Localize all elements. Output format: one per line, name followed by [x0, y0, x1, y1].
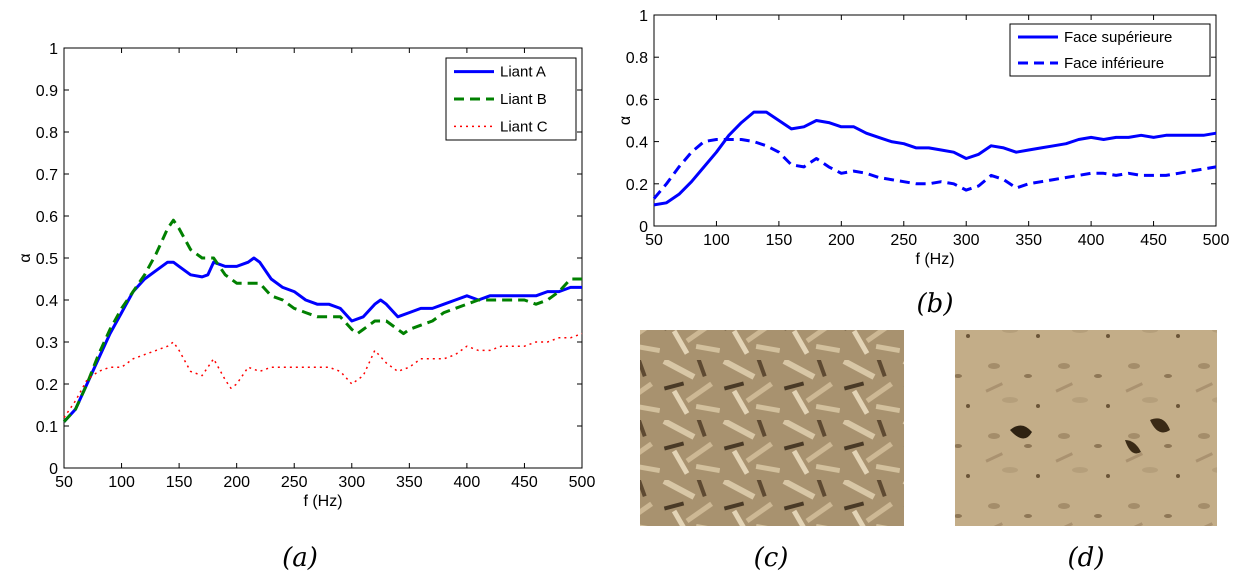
y-tick-label: 0.4 — [36, 293, 58, 310]
y-tick-label: 0.3 — [36, 335, 58, 352]
x-tick-label: 400 — [1078, 232, 1105, 249]
y-tick-label: 1 — [49, 41, 58, 58]
x-axis-label: f (Hz) — [303, 493, 342, 510]
y-tick-label: 0.9 — [36, 83, 58, 100]
x-tick-label: 50 — [645, 232, 663, 249]
legend-entry: Face supérieure — [1064, 29, 1172, 46]
photo-d: (d) — [955, 330, 1217, 573]
legend-box — [1009, 23, 1211, 77]
x-tick-label: 500 — [569, 474, 596, 491]
pore-mark — [1150, 418, 1170, 433]
pore-mark — [1125, 440, 1141, 454]
y-axis-label: α — [617, 116, 634, 125]
series-line-2 — [652, 138, 1217, 200]
x-axis-label: f (Hz) — [915, 251, 954, 268]
x-tick-label: 50 — [55, 474, 73, 491]
y-axis-label: α — [17, 253, 34, 262]
series-line-3 — [63, 332, 583, 419]
x-tick-label: 150 — [766, 232, 793, 249]
y-tick-label: 0 — [639, 219, 648, 236]
panel-label: (a) — [282, 543, 318, 573]
series-line-1 — [653, 110, 1217, 207]
x-tick-label: 350 — [396, 474, 423, 491]
photo-c: (c) — [640, 330, 904, 573]
x-tick-label: 400 — [454, 474, 481, 491]
y-tick-label: 0.8 — [626, 50, 648, 67]
x-tick-label: 200 — [223, 474, 250, 491]
x-tick-label: 500 — [1203, 232, 1230, 249]
legend-entry: Liant A — [500, 64, 546, 81]
legend: Liant A Liant B Liant C — [445, 57, 577, 141]
x-tick-label: 300 — [338, 474, 365, 491]
legend-entry: Liant C — [500, 118, 548, 135]
y-tick-label: 0 — [49, 461, 58, 478]
x-tick-label: 200 — [828, 232, 855, 249]
legend: Face supérieure Face inférieure — [1009, 23, 1211, 77]
y-tick-label: 0.2 — [36, 377, 58, 394]
x-tick-label: 250 — [890, 232, 917, 249]
x-tick-label: 450 — [1140, 232, 1167, 249]
panel-label: (d) — [1068, 543, 1105, 573]
panel-label: (c) — [754, 543, 789, 573]
x-tick-label: 100 — [703, 232, 730, 249]
plot-frame — [653, 14, 1217, 227]
panel-label: (b) — [917, 289, 954, 319]
legend-entry: Face inférieure — [1064, 55, 1164, 72]
y-tick-label: 0.7 — [36, 167, 58, 184]
series-line-1 — [62, 256, 582, 423]
x-tick-label: 300 — [953, 232, 980, 249]
y-tick-label: 0.5 — [36, 251, 58, 268]
y-tick-label: 0.6 — [626, 92, 648, 109]
legend-entry: Liant B — [500, 91, 547, 108]
series-line-2 — [62, 218, 582, 423]
pore-mark — [1010, 425, 1032, 439]
x-tick-label: 350 — [1015, 232, 1042, 249]
chart-a: 50 100 150 200 250 300 350 400 450 500 0 0.1 0.2 0.3 0… — [17, 41, 595, 573]
y-tick-label: 0.8 — [36, 125, 58, 142]
y-tick-label: 0.2 — [626, 177, 648, 194]
y-tick-label: 0.1 — [36, 419, 58, 436]
y-tick-label: 0.6 — [36, 209, 58, 226]
y-tick-label: 1 — [639, 8, 648, 25]
x-tick-label: 100 — [108, 474, 135, 491]
x-tick-label: 250 — [281, 474, 308, 491]
hemp-shives-photo — [640, 330, 904, 526]
x-tick-label: 150 — [166, 474, 193, 491]
chart-b: 50 100 150 200 250 300 350 400 450 500 0 0.2 0.4 0.6 0… — [617, 8, 1229, 319]
hemp-concrete-photo — [955, 330, 1217, 526]
y-tick-label: 0.4 — [626, 135, 648, 152]
x-tick-label: 450 — [511, 474, 538, 491]
